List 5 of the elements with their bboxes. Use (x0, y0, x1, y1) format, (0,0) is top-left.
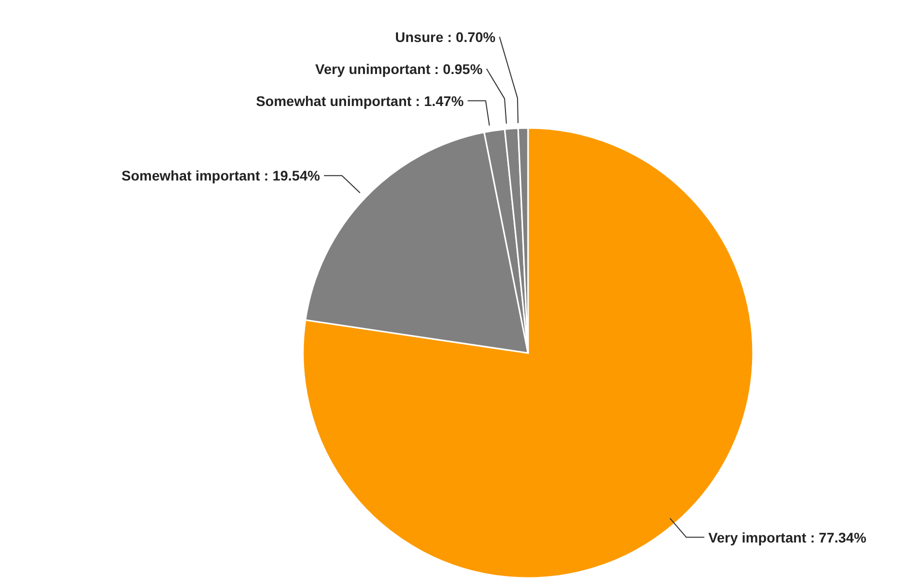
slice-label: Very important : 77.34% (708, 529, 867, 546)
slice-label: Unsure : 0.70% (395, 28, 496, 45)
slice-label: Very unimportant : 0.95% (315, 60, 484, 77)
slice-label: Somewhat unimportant : 1.47% (256, 92, 464, 109)
slice-label: Somewhat important : 19.54% (122, 168, 320, 184)
